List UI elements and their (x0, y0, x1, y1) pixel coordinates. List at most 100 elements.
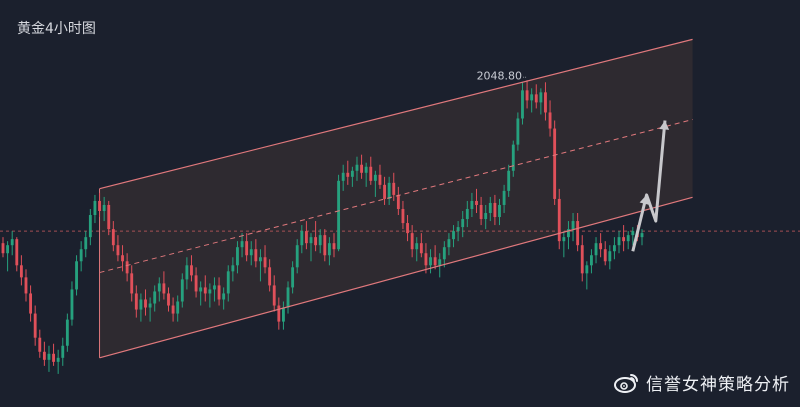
candle-body (259, 257, 262, 262)
candle-body (286, 287, 290, 308)
candle-body (93, 200, 97, 216)
candle-body (65, 319, 69, 346)
candle-body (475, 200, 478, 205)
candle-body (571, 221, 575, 230)
candle-body (222, 293, 226, 300)
candle-body (272, 285, 276, 306)
candle-body (415, 243, 419, 250)
candle-body (410, 233, 414, 250)
candle-body (507, 170, 511, 191)
candle-body (148, 303, 152, 308)
candle-body (640, 233, 644, 238)
candle-body (33, 313, 37, 338)
candle-body (419, 243, 423, 254)
candle-body (15, 239, 19, 266)
candle-body (107, 204, 111, 230)
candle-body (194, 275, 198, 292)
candle-body (249, 249, 253, 256)
candle-body (300, 231, 304, 246)
candle-body (134, 293, 138, 310)
candle-body (162, 283, 166, 294)
candle-body (544, 92, 547, 113)
candle-body (102, 204, 106, 211)
candle-body (6, 245, 10, 254)
candle-body (608, 251, 612, 262)
candle-body (111, 229, 115, 246)
candle-body (346, 172, 350, 177)
candle-body (424, 253, 428, 266)
candle-body (438, 259, 442, 266)
candle-body (350, 170, 354, 177)
candle-body (617, 237, 621, 246)
candle-body (125, 261, 129, 274)
candle-body (631, 231, 635, 236)
candle-body (429, 257, 432, 266)
candle-body (176, 301, 180, 314)
candle-body (139, 299, 143, 310)
candle-body (304, 231, 308, 244)
candle-body (470, 200, 474, 209)
candle-body (185, 265, 189, 280)
candle-body (567, 229, 570, 238)
candle-body (24, 277, 28, 294)
watermark: 信誉女神策略分析 (614, 370, 790, 395)
candle-body (84, 237, 88, 250)
projection-arrow-mid (639, 194, 650, 205)
channel-lower-line (99, 196, 693, 359)
candle-body (231, 265, 235, 272)
candle-body (10, 239, 14, 246)
candle-body (318, 235, 322, 246)
candle-body (327, 243, 331, 256)
candle-body (263, 257, 267, 268)
candle-body (479, 204, 483, 220)
candle-body (38, 337, 42, 352)
candle-body (277, 305, 281, 322)
candle-body (291, 267, 295, 288)
candle-body (401, 208, 405, 224)
candle-body (295, 245, 299, 268)
candle-body (240, 241, 244, 248)
channel-upper-line (99, 38, 693, 190)
candle-body (585, 265, 589, 274)
candle-body (29, 293, 33, 314)
channel-fill (99, 39, 693, 358)
candle-body (622, 237, 626, 242)
candle-body (364, 166, 368, 173)
candle-body (557, 198, 561, 242)
candle-body (268, 267, 272, 286)
candle-body (153, 291, 157, 304)
candle-body (56, 357, 60, 362)
candle-body (580, 245, 584, 274)
candle-body (539, 92, 543, 103)
candle-body (226, 271, 230, 294)
candle-body (341, 172, 345, 181)
candle-body (511, 144, 515, 171)
candle-body (594, 243, 598, 256)
candle-body (245, 241, 249, 256)
candle-body (548, 112, 552, 129)
candle-body (599, 243, 603, 250)
candle-body (98, 200, 101, 211)
candle-body (180, 279, 184, 302)
peak-price-label: 2048.80 (477, 69, 523, 82)
candle-body (157, 283, 161, 292)
candle-body (498, 204, 501, 218)
watermark-text: 信誉女神策略分析 (646, 375, 790, 395)
candle-body (603, 249, 607, 262)
candle-body (19, 265, 23, 278)
candle-body (116, 245, 120, 256)
candle-body (190, 265, 193, 276)
candle-body (47, 353, 51, 360)
candle-body (75, 261, 78, 290)
candle-body (314, 237, 318, 246)
candle-body (442, 247, 446, 260)
candle-body (208, 289, 212, 294)
candle-body (406, 223, 409, 234)
candle-body (360, 164, 364, 173)
candle-body (502, 190, 506, 205)
candle-body (213, 285, 216, 290)
candle-body (199, 287, 203, 292)
channel-middle-line (99, 119, 693, 274)
candle-body (392, 182, 396, 195)
